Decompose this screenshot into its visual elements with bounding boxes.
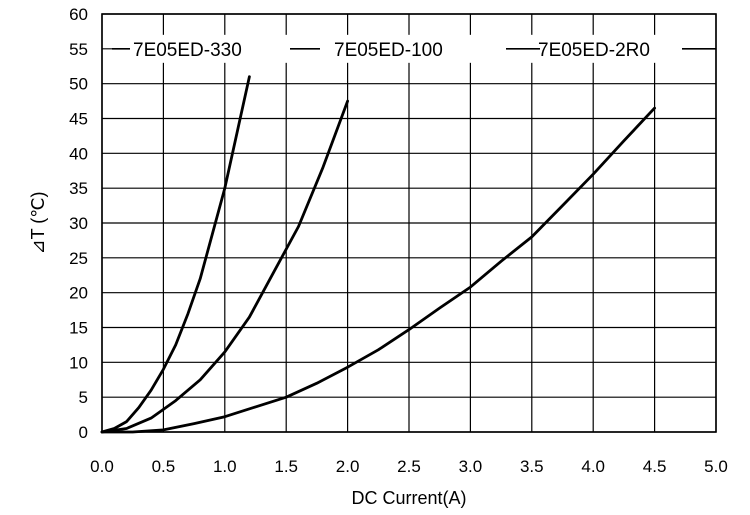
series-lines <box>100 75 656 434</box>
x-tick-label: 1.0 <box>213 457 237 476</box>
y-tick-label: 35 <box>69 179 88 198</box>
legend: 7E05ED-330 7E05ED-100 7E05ED-2R0 <box>112 34 716 63</box>
x-tick-label: 1.5 <box>274 457 298 476</box>
plot-frame <box>101 13 717 433</box>
y-tick-labels: 0 5 10 15 20 25 30 35 40 45 50 55 60 <box>69 5 88 442</box>
y-tick-label: 30 <box>69 214 88 233</box>
x-tick-label: 0.5 <box>152 457 176 476</box>
y-tick-label: 0 <box>79 423 88 442</box>
x-tick-labels: 0.0 0.5 1.0 1.5 2.0 2.5 3.0 3.5 4.0 4.5 5.0 <box>90 457 728 476</box>
x-tick-label: 4.5 <box>643 457 667 476</box>
y-tick-label: 55 <box>69 40 88 59</box>
x-tick-label: 2.0 <box>336 457 360 476</box>
x-tick-label: 0.0 <box>90 457 114 476</box>
x-tick-label: 3.5 <box>520 457 544 476</box>
x-axis-label: DC Current(A) <box>351 488 466 508</box>
legend-label: 7E05ED-2R0 <box>538 40 650 61</box>
x-tick-label: 5.0 <box>704 457 728 476</box>
y-tick-label: 5 <box>79 388 88 407</box>
series-line <box>100 99 350 434</box>
legend-label: 7E05ED-330 <box>133 40 242 61</box>
y-tick-label: 50 <box>69 75 88 94</box>
series-line <box>100 75 251 434</box>
x-tick-label: 4.0 <box>581 457 605 476</box>
x-tick-label: 3.0 <box>459 457 483 476</box>
y-tick-label: 15 <box>69 319 88 338</box>
y-tick-label: 45 <box>69 110 88 129</box>
y-tick-label: 20 <box>69 284 88 303</box>
grid <box>101 13 717 433</box>
y-tick-label: 40 <box>69 144 88 163</box>
y-axis-label: ⊿T (℃) <box>28 192 48 255</box>
legend-background <box>126 34 712 63</box>
series-line <box>100 106 656 434</box>
y-tick-label: 25 <box>69 249 88 268</box>
y-tick-label: 10 <box>69 353 88 372</box>
x-tick-label: 2.5 <box>397 457 421 476</box>
legend-label: 7E05ED-100 <box>334 40 443 61</box>
y-tick-label: 60 <box>69 5 88 24</box>
